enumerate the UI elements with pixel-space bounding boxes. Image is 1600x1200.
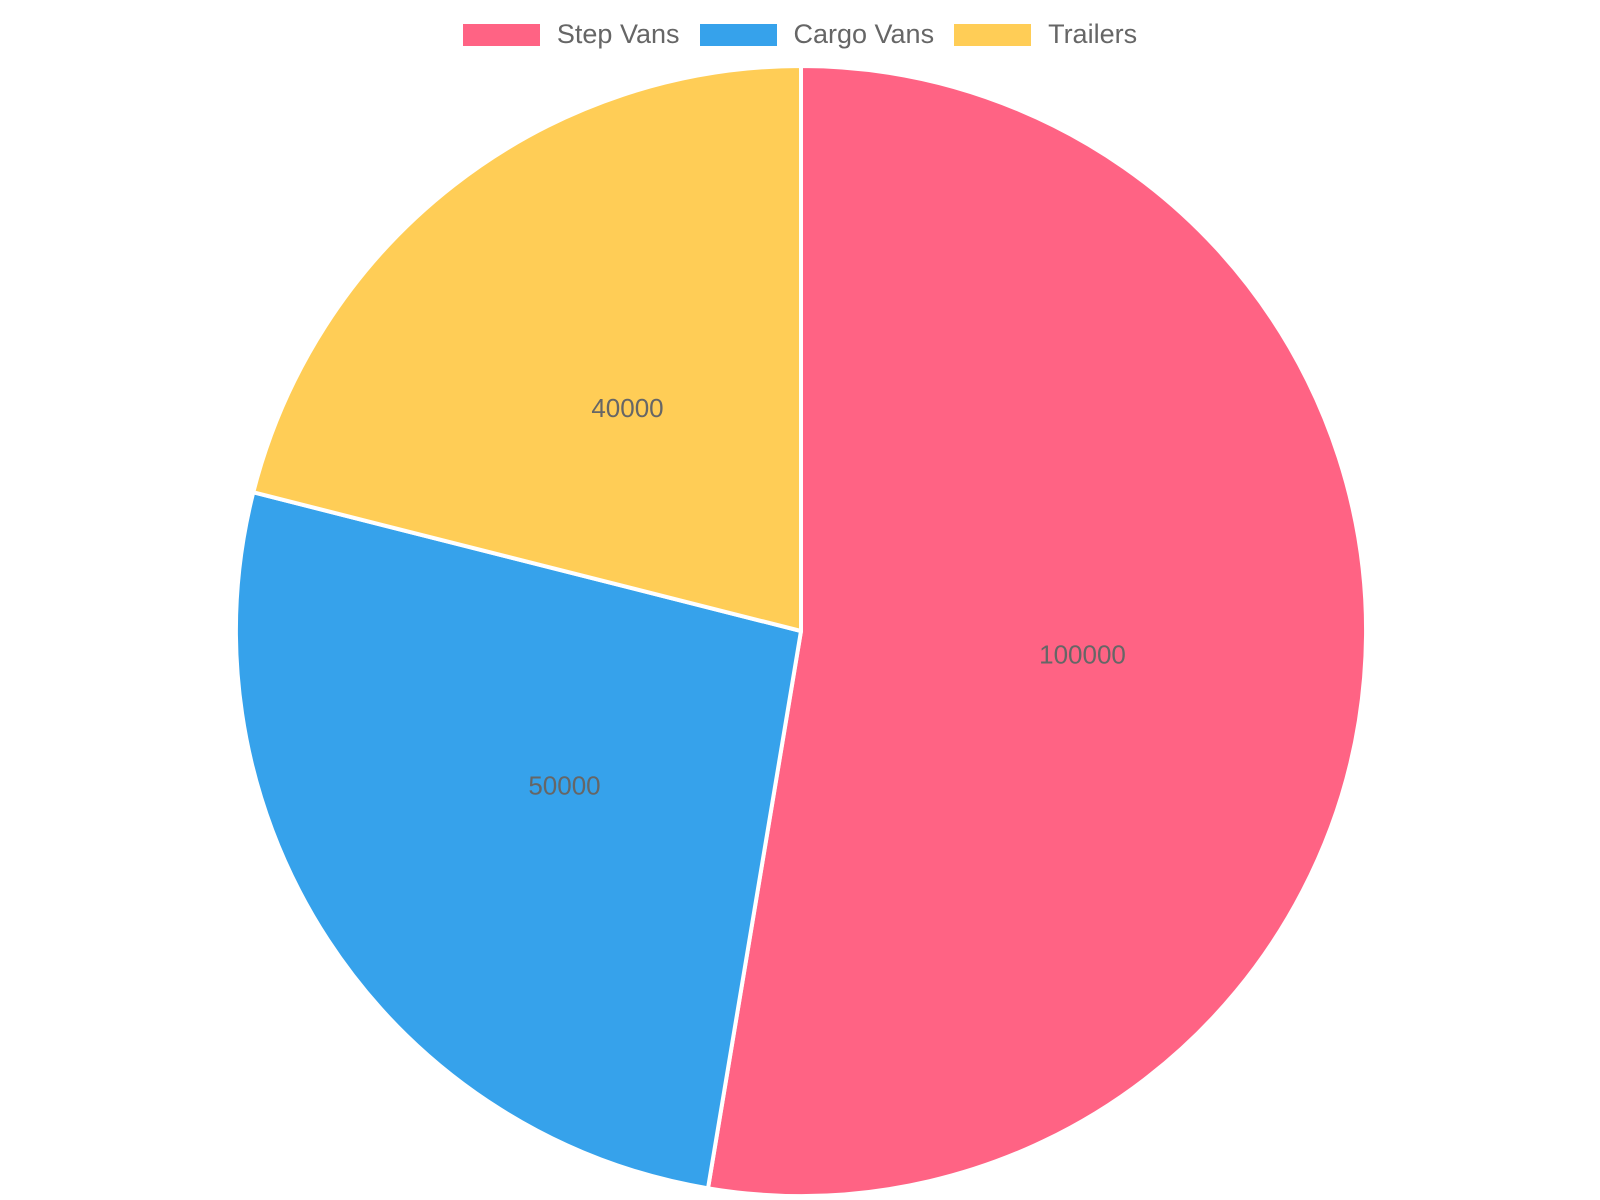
legend-label-step-vans: Step Vans — [556, 19, 680, 49]
slice-value-label-step-vans: 100000 — [1039, 639, 1126, 669]
legend-item-trailers[interactable]: Trailers — [954, 21, 1137, 48]
pie-slice-trailers[interactable] — [251, 64, 803, 633]
legend-label-trailers: Trailers — [1048, 19, 1138, 49]
slice-value-label-trailers: 40000 — [591, 393, 663, 423]
legend-swatch-cargo-vans — [699, 23, 777, 46]
pie-slice-cargo-vans[interactable] — [234, 490, 803, 1191]
legend-label-cargo-vans: Cargo Vans — [793, 19, 935, 49]
legend-swatch-step-vans — [462, 23, 540, 46]
pie-slice-step-vans[interactable] — [706, 64, 1369, 1198]
slice-value-label-cargo-vans: 50000 — [528, 771, 600, 801]
legend-item-step-vans[interactable]: Step Vans — [462, 19, 680, 49]
legend-swatch-trailers — [954, 23, 1032, 46]
legend-item-cargo-vans[interactable]: Cargo Vans — [699, 19, 935, 49]
chart-legend: Step Vans Cargo Vans Trailers — [0, 21, 1600, 48]
